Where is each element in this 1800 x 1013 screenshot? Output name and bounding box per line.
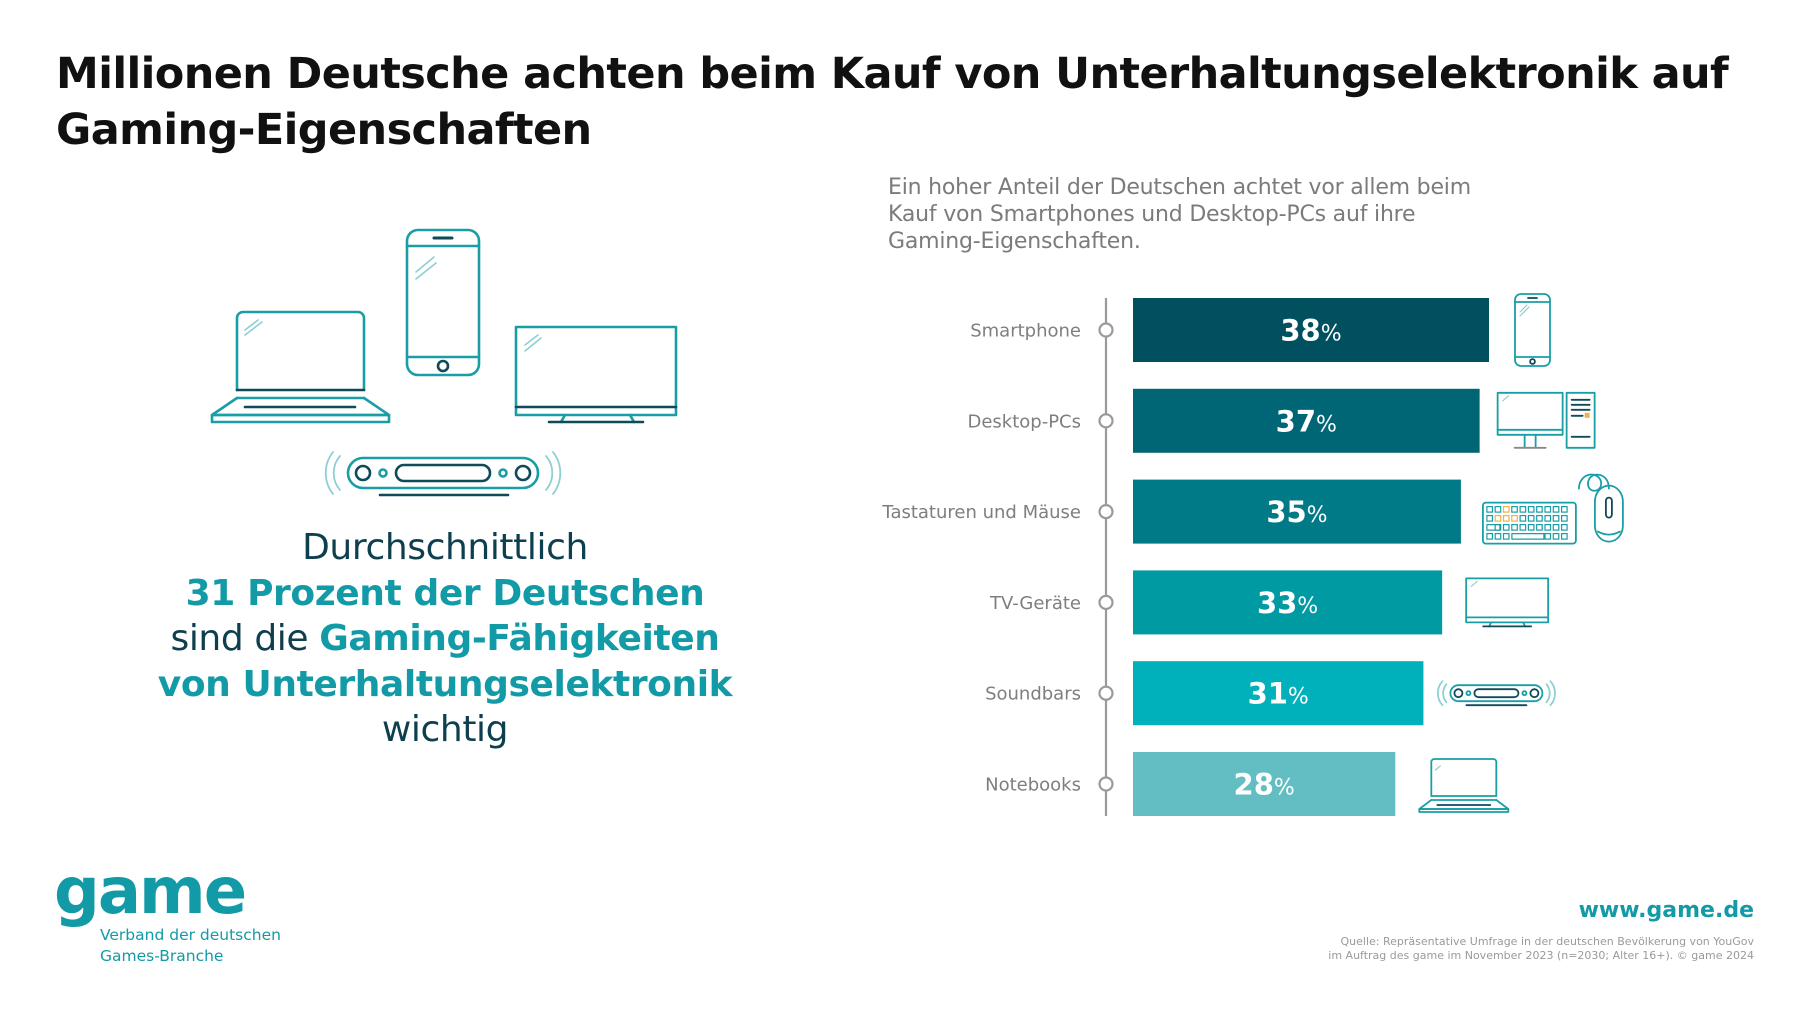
source-note: Quelle: Repräsentative Umfrage in der de… [1234, 935, 1754, 963]
bar-row: Smartphone 38% [970, 293, 1551, 367]
game-logo: game Verband der deutschen Games-Branche [54, 860, 281, 966]
website-link[interactable]: www.game.de [1578, 898, 1754, 923]
smartphone-icon [1514, 293, 1551, 367]
bar-row: Tastaturen und Mäuse 35% [881, 473, 1624, 545]
axis-marker [1098, 504, 1114, 520]
logo-subtitle-2: Games-Branche [100, 947, 224, 965]
bar [1133, 388, 1480, 453]
bar-value-label: 31% [1248, 677, 1309, 711]
soundbar-icon [324, 451, 562, 497]
source-line-1: Quelle: Repräsentative Umfrage in der de… [1340, 935, 1754, 948]
axis-marker [1098, 413, 1114, 429]
summary-line-3-plain: sind die [170, 618, 320, 659]
summary-line-2: 31 Prozent der Deutschen [185, 572, 705, 614]
summary-line-3-accent: Gaming-Fähigkeiten [319, 618, 720, 659]
bar-value-label: 37% [1276, 404, 1337, 438]
tv-icon [514, 325, 678, 424]
bar-value-label: 33% [1257, 586, 1318, 620]
bar-category-label: Tastaturen und Mäuse [881, 502, 1081, 523]
bar [1133, 661, 1424, 726]
bar-row: Notebooks 28% [985, 752, 1510, 816]
bar-category-label: Notebooks [985, 775, 1081, 796]
axis-marker [1098, 322, 1114, 338]
axis-marker [1098, 685, 1114, 701]
bar-row: TV-Geräte 33% [989, 570, 1550, 635]
soundbar-icon [1436, 680, 1556, 707]
desktop-pc-icon [1496, 391, 1596, 449]
bar-category-label: Soundbars [985, 684, 1081, 705]
laptop-icon [210, 310, 391, 424]
summary-statement: Durchschnittlich 31 Prozent der Deutsche… [100, 525, 790, 753]
bar-value-label: 28% [1234, 768, 1295, 802]
axis-marker [1098, 594, 1114, 611]
summary-line-4: von Unterhaltungselektronik [157, 663, 733, 705]
bar [1133, 479, 1461, 544]
bar [1133, 570, 1443, 635]
bar-category-label: Desktop-PCs [967, 411, 1081, 432]
bar-category-label: TV-Geräte [989, 593, 1081, 614]
summary-line-5: wichtig [381, 709, 509, 750]
tv-icon [1465, 577, 1550, 628]
bar-category-label: Smartphone [970, 321, 1081, 342]
notebook-icon [1418, 758, 1510, 813]
axis-marker [1098, 776, 1114, 792]
page-title: Millionen Deutsche achten beim Kauf von … [56, 49, 1729, 155]
logo-wordmark: game [54, 855, 247, 929]
source-line-2: im Auftrag des game im November 2023 (n=… [1328, 949, 1754, 962]
bar-value-label: 38% [1280, 314, 1341, 348]
bar [1133, 752, 1396, 816]
smartphone-icon [405, 228, 481, 377]
bar-value-label: 35% [1266, 495, 1327, 529]
summary-line-3: sind die Gaming-Fähigkeiten [100, 616, 790, 662]
bar-row: Soundbars 31% [985, 661, 1556, 726]
bar [1133, 298, 1489, 362]
devices-illustration [210, 228, 678, 497]
logo-subtitle-1: Verband der deutschen [100, 926, 281, 944]
summary-line-1: Durchschnittlich [302, 527, 588, 568]
keyboard-mouse-icon [1481, 473, 1624, 545]
chart-subtitle: Ein hoher Anteil der Deutschen achtet vo… [888, 175, 1471, 254]
bar-row: Desktop-PCs 37% [967, 388, 1596, 453]
